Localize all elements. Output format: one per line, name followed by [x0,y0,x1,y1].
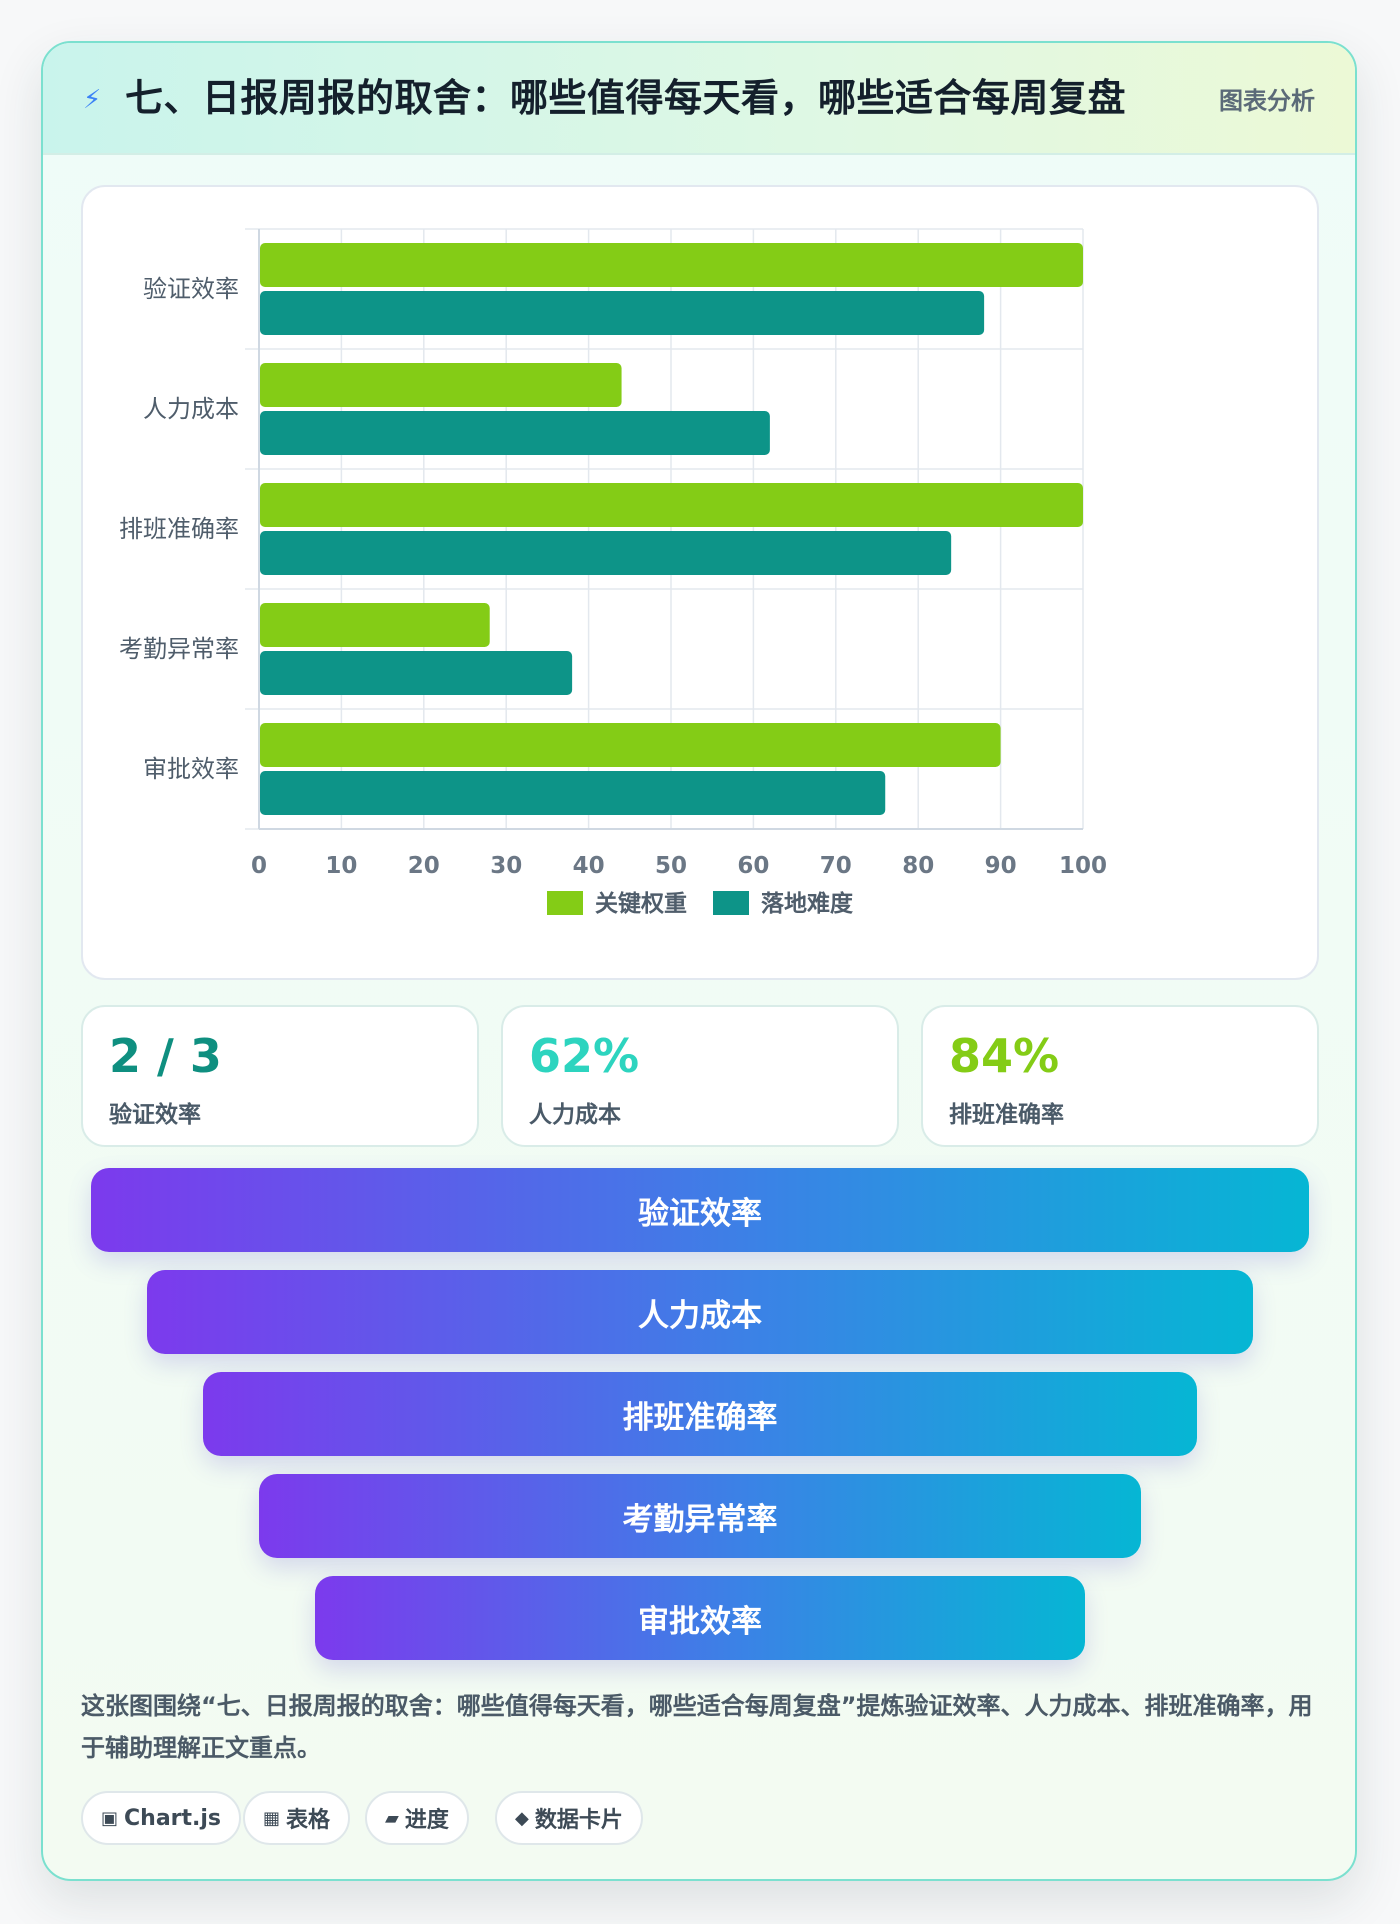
funnel-step-3: 排班准确率 [203,1372,1197,1456]
stat-label: 验证效率 [109,1102,201,1128]
legend-swatch [713,891,749,915]
bar-difficulty [260,651,573,695]
bar-chart-panel: 0 10 20 30 40 50 60 70 80 90 100 验证效率人力成本排班准确率考勤异常率… [81,185,1319,980]
page-title: 七、日报周报的取舍：哪些值得每天看，哪些适合每周复盘 [125,76,1127,120]
lightning-icon: ⚡ [83,85,102,115]
x-tick-label: 60 [737,853,769,879]
stat-label: 人力成本 [529,1102,621,1128]
x-tick-label: 90 [985,853,1017,879]
chip-label: 表格 [286,1808,331,1833]
chip-chartjs[interactable]: ▣ Chart.js [81,1791,242,1845]
bar-key-weight [260,363,622,407]
y-tick-label: 排班准确率 [119,515,239,543]
x-tick-label: 30 [490,853,522,879]
x-tick-label: 70 [820,853,852,879]
stat-card-3: 84% 排班准确率 [921,1005,1319,1147]
x-tick-label: 10 [325,853,357,879]
bar-difficulty [260,291,985,335]
y-tick-label: 考勤异常率 [119,635,239,663]
chip-label: Chart.js [124,1805,222,1831]
funnel-step-2: 人力成本 [147,1270,1253,1354]
x-tick-label: 100 [1059,853,1107,879]
stat-card-2: 62% 人力成本 [501,1005,899,1147]
chip-label: 数据卡片 [534,1808,623,1833]
bar-difficulty [260,411,770,455]
bar-key-weight [260,483,1083,527]
stat-value: 62% [529,1029,640,1083]
bar-chart: 0 10 20 30 40 50 60 70 80 90 100 验证效率人力成本排班准确率考勤异常率… [119,228,1107,917]
stat-value: 84% [949,1029,1060,1083]
stat-card-1: 2 / 3 验证效率 [81,1005,479,1147]
bar-key-weight [260,723,1001,767]
chip-table[interactable]: ▦ 表格 [243,1791,351,1845]
x-tick-label: 40 [573,853,605,879]
chart-analysis-tag: 图表分析 [1219,87,1315,115]
progress-icon: ▰ [385,1807,399,1829]
legend-label: 关键权重 [595,890,687,917]
card-header: ⚡ 七、日报周报的取舍：哪些值得每天看，哪些适合每周复盘 图表分析 [43,43,1355,155]
stat-value: 2 / 3 [109,1029,222,1083]
x-tick-label: 0 [251,853,267,879]
y-tick-label: 验证效率 [143,275,239,303]
chip-data-card[interactable]: ◆ 数据卡片 [495,1791,643,1845]
bar-difficulty [260,771,886,815]
y-tick-label: 人力成本 [143,395,239,423]
funnel-step-1: 验证效率 [91,1168,1309,1252]
bar-key-weight [260,243,1083,287]
chart-caption: 这张图围绕“七、日报周报的取舍：哪些值得每天看，哪些适合每周复盘”提炼验证效率、… [81,1692,1313,1762]
legend-swatch [547,891,583,915]
chip-progress[interactable]: ▰ 进度 [365,1791,469,1845]
y-tick-label: 审批效率 [143,755,239,783]
bar-difficulty [260,531,952,575]
funnel-step-4: 考勤异常率 [259,1474,1141,1558]
funnel-step-5: 审批效率 [315,1576,1085,1660]
diamond-icon: ◆ [515,1807,529,1829]
chart-card: ⚡ 七、日报周报的取舍：哪些值得每天看，哪些适合每周复盘 图表分析 0 10 20 3… [41,41,1357,1881]
table-icon: ▦ [263,1807,281,1829]
legend-label: 落地难度 [761,890,854,917]
chart-icon: ▣ [101,1807,119,1829]
x-tick-label: 80 [902,853,934,879]
chip-label: 进度 [404,1808,449,1833]
bar-key-weight [260,603,490,647]
x-tick-label: 20 [408,853,440,879]
x-tick-label: 50 [655,853,687,879]
stat-label: 排班准确率 [949,1102,1064,1128]
